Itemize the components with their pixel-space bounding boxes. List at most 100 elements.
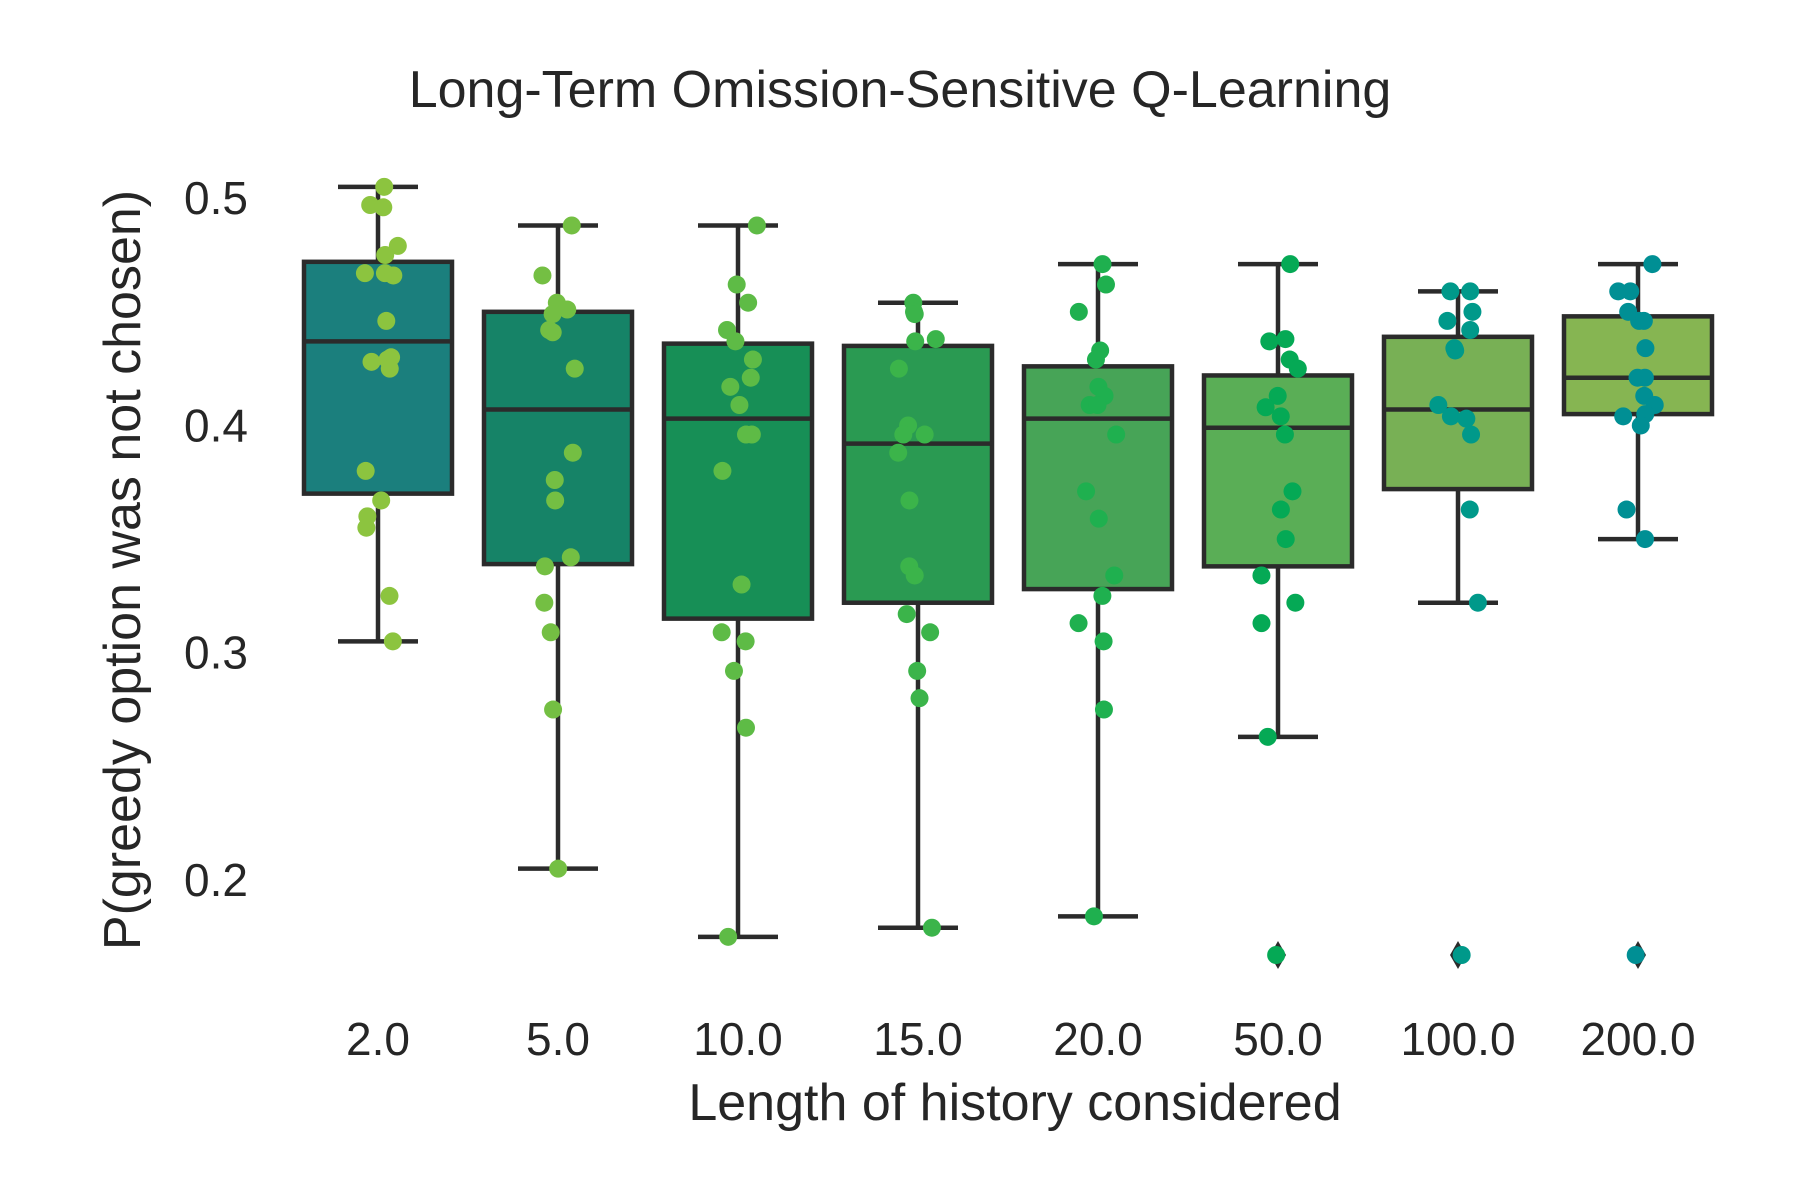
data-point bbox=[1258, 727, 1277, 746]
data-point bbox=[1077, 482, 1096, 501]
data-point bbox=[915, 425, 934, 444]
x-tick-label: 50.0 bbox=[1233, 1013, 1323, 1065]
data-point bbox=[1088, 396, 1107, 414]
data-point bbox=[546, 491, 565, 510]
data-point bbox=[1094, 632, 1113, 651]
data-point bbox=[1093, 586, 1112, 605]
data-point bbox=[1094, 700, 1113, 719]
x-tick-label: 20.0 bbox=[1053, 1013, 1143, 1065]
box-group bbox=[301, 184, 455, 644]
data-point bbox=[905, 305, 924, 324]
data-point bbox=[388, 236, 407, 255]
data-point bbox=[1105, 566, 1124, 585]
data-point bbox=[1609, 282, 1628, 301]
data-point bbox=[376, 246, 395, 264]
data-point bbox=[1468, 593, 1487, 612]
data-point bbox=[545, 471, 564, 489]
data-point bbox=[897, 605, 916, 624]
data-point bbox=[910, 689, 929, 708]
y-tick-label: 0.4 bbox=[184, 399, 248, 451]
data-point bbox=[1634, 311, 1653, 330]
chart-title: Long-Term Omission-Sensitive Q-Learning bbox=[409, 61, 1392, 119]
y-tick-label: 0.3 bbox=[184, 627, 248, 679]
data-point bbox=[926, 330, 945, 349]
data-point bbox=[1626, 946, 1645, 964]
data-point bbox=[732, 575, 751, 594]
box-group bbox=[481, 223, 635, 871]
data-point bbox=[721, 377, 740, 396]
data-point bbox=[908, 661, 927, 680]
data-point bbox=[747, 216, 766, 235]
data-point bbox=[737, 425, 756, 444]
data-point bbox=[380, 586, 399, 605]
x-tick-label: 200.0 bbox=[1580, 1013, 1695, 1065]
data-point bbox=[921, 623, 940, 642]
data-point bbox=[1283, 482, 1302, 501]
data-point bbox=[1614, 407, 1633, 426]
data-point bbox=[1260, 332, 1279, 351]
data-point bbox=[372, 491, 391, 510]
data-point bbox=[563, 443, 582, 462]
data-point bbox=[561, 548, 580, 567]
data-point bbox=[1256, 398, 1275, 417]
x-tick-label: 15.0 bbox=[873, 1013, 963, 1065]
data-point bbox=[1452, 946, 1471, 964]
data-point bbox=[727, 275, 746, 294]
data-point bbox=[1069, 614, 1088, 633]
data-point bbox=[736, 718, 755, 737]
data-point bbox=[1429, 396, 1448, 414]
data-point bbox=[730, 396, 749, 414]
data-point bbox=[355, 264, 374, 283]
data-point bbox=[362, 352, 381, 371]
data-point bbox=[1084, 907, 1103, 926]
data-point bbox=[1628, 368, 1647, 387]
data-point bbox=[922, 918, 941, 937]
data-point bbox=[565, 359, 584, 378]
y-axis-ticks: 0.2 0.3 0.4 0.5 bbox=[184, 172, 248, 906]
x-tick-label: 100.0 bbox=[1400, 1013, 1515, 1065]
data-point bbox=[1631, 416, 1650, 435]
x-axis-label: Length of history considered bbox=[688, 1074, 1341, 1132]
box-group bbox=[1201, 261, 1355, 969]
data-point bbox=[726, 332, 745, 351]
data-point bbox=[356, 461, 375, 480]
x-tick-label: 5.0 bbox=[526, 1013, 590, 1065]
data-point bbox=[1643, 255, 1662, 274]
data-point bbox=[1276, 330, 1295, 349]
data-point bbox=[1107, 425, 1126, 444]
data-point bbox=[1617, 500, 1636, 519]
data-point bbox=[1438, 311, 1457, 330]
y-tick-label: 0.5 bbox=[184, 172, 248, 224]
data-point bbox=[743, 350, 762, 369]
data-point bbox=[1463, 302, 1482, 321]
box bbox=[301, 259, 455, 496]
data-point bbox=[1457, 409, 1476, 428]
data-point bbox=[1281, 255, 1300, 274]
data-point bbox=[1271, 407, 1290, 426]
data-point bbox=[1267, 946, 1286, 964]
data-point bbox=[719, 927, 738, 946]
data-point bbox=[558, 300, 577, 319]
box bbox=[481, 309, 635, 567]
data-point bbox=[549, 859, 568, 878]
data-point bbox=[1462, 425, 1481, 444]
data-point bbox=[894, 425, 913, 444]
box bbox=[841, 343, 995, 605]
points-layer bbox=[355, 177, 1664, 964]
data-point bbox=[535, 557, 554, 576]
data-point bbox=[380, 359, 399, 378]
data-point bbox=[374, 198, 393, 217]
data-point bbox=[741, 368, 760, 387]
boxes-layer bbox=[301, 184, 1715, 969]
data-point bbox=[1275, 425, 1294, 444]
data-point bbox=[1636, 339, 1655, 358]
box-group bbox=[1021, 261, 1175, 919]
data-point bbox=[736, 632, 755, 651]
data-point bbox=[905, 566, 924, 585]
data-point bbox=[1086, 350, 1105, 369]
x-tick-label: 10.0 bbox=[693, 1013, 783, 1065]
data-point bbox=[1446, 341, 1465, 360]
data-point bbox=[1461, 282, 1480, 301]
data-point bbox=[562, 216, 581, 235]
